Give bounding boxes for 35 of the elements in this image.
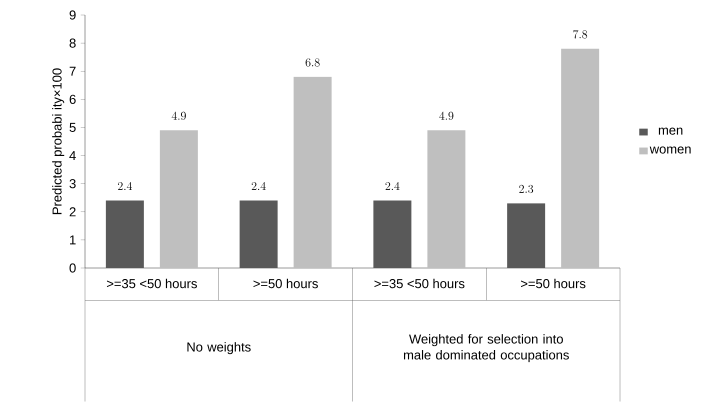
data-label: 6.8 xyxy=(306,58,320,67)
x-tick-label: >=35 <50 hours xyxy=(374,278,464,288)
bar xyxy=(507,203,546,268)
data-label: 2.4 xyxy=(118,182,132,190)
text: No weights xyxy=(187,342,251,354)
data-label: 7.8 xyxy=(573,30,588,38)
x-tick-label: >=50 hours xyxy=(521,278,586,288)
bar xyxy=(373,200,412,268)
y-tick-label: 2 xyxy=(70,207,76,216)
y-tick-label: 1 xyxy=(70,235,76,244)
x-tick-label: >=35 <50 hours xyxy=(106,278,197,288)
legend-label: women xyxy=(650,146,691,154)
bar xyxy=(294,76,332,268)
bar xyxy=(561,48,600,268)
y-tick-label: 8 xyxy=(70,38,76,48)
text: Weighted for selection into male dominated occupations xyxy=(404,334,569,362)
y-tick-label: 6 xyxy=(70,94,76,104)
y-tick-label: 3 xyxy=(70,179,76,188)
bar xyxy=(240,200,278,268)
data-label: 4.9 xyxy=(439,112,454,120)
y-tick-label: 0 xyxy=(70,263,76,273)
bar xyxy=(106,200,144,268)
data-label: 2.3 xyxy=(519,184,534,194)
legend-label: men xyxy=(658,128,682,135)
x-tick-label: >=50 hours xyxy=(254,278,318,288)
y-tick-label: 7 xyxy=(70,66,76,76)
data-label: 2.4 xyxy=(385,182,400,190)
y-tick-label: 9 xyxy=(70,10,76,20)
bar xyxy=(160,130,198,268)
y-tick-label: 5 xyxy=(70,122,76,132)
bar xyxy=(427,130,466,268)
data-label: 2.4 xyxy=(252,182,266,190)
y-axis-title: Predicted probabi ity×100 xyxy=(52,68,64,214)
data-label: 4.9 xyxy=(172,112,186,120)
y-tick-label: 4 xyxy=(69,151,76,160)
